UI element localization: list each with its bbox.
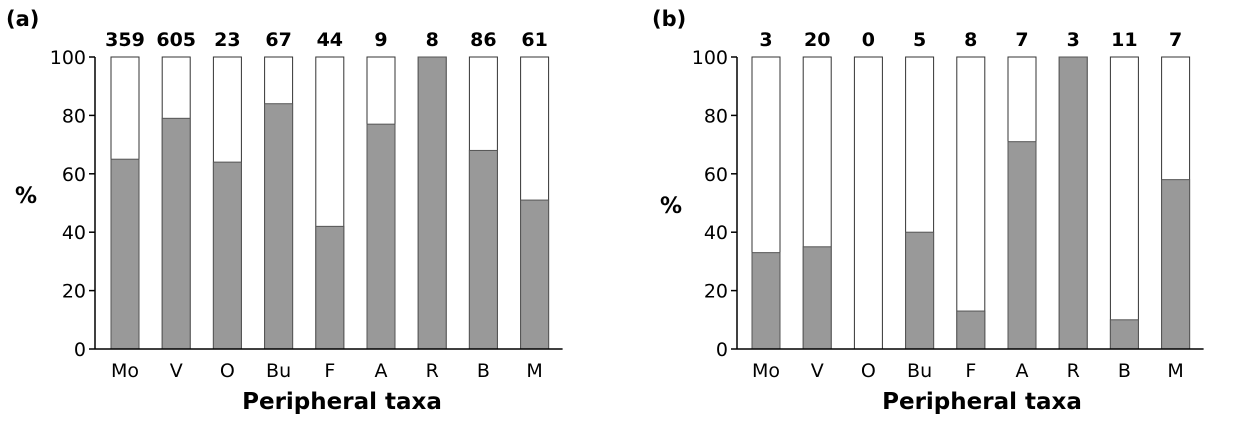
x-tick-label: B bbox=[477, 360, 490, 382]
count-label: 605 bbox=[156, 29, 196, 51]
x-tick-label: A bbox=[1016, 360, 1029, 382]
count-label: 7 bbox=[1015, 29, 1028, 51]
count-label: 9 bbox=[374, 29, 387, 51]
y-tick-label: 60 bbox=[62, 164, 86, 186]
panel-label: (b) bbox=[652, 7, 686, 31]
bar bbox=[417, 56, 447, 350]
bar bbox=[1007, 141, 1037, 350]
bar bbox=[1161, 179, 1191, 350]
bar bbox=[161, 117, 191, 350]
count-label: 7 bbox=[1169, 29, 1182, 51]
count-label: 44 bbox=[317, 29, 343, 51]
y-tick-label: 100 bbox=[50, 47, 86, 69]
count-label: 359 bbox=[105, 29, 145, 51]
count-label: 5 bbox=[913, 29, 926, 51]
count-label: 0 bbox=[862, 29, 875, 51]
x-tick-label: R bbox=[426, 360, 439, 382]
x-tick-label: F bbox=[965, 360, 976, 382]
x-tick-label: O bbox=[220, 360, 235, 382]
x-tick-label: Mo bbox=[111, 360, 139, 382]
x-tick-label: M bbox=[526, 360, 542, 382]
y-tick-label: 40 bbox=[704, 222, 728, 244]
bar-frame bbox=[1109, 56, 1139, 350]
y-axis-label: % bbox=[660, 194, 682, 219]
y-tick-label: 80 bbox=[704, 105, 728, 127]
x-tick-label: F bbox=[324, 360, 335, 382]
x-tick-label: Mo bbox=[752, 360, 780, 382]
x-tick-label: R bbox=[1067, 360, 1080, 382]
count-label: 11 bbox=[1111, 29, 1137, 51]
count-label: 8 bbox=[426, 29, 439, 51]
x-tick-label: M bbox=[1167, 360, 1183, 382]
x-tick-label: O bbox=[861, 360, 876, 382]
bar bbox=[905, 231, 935, 350]
y-tick-label: 0 bbox=[716, 339, 728, 361]
y-axis-label: % bbox=[15, 184, 37, 209]
bar bbox=[802, 246, 832, 350]
count-label: 8 bbox=[964, 29, 977, 51]
bar bbox=[315, 225, 345, 350]
y-tick-label: 20 bbox=[704, 281, 728, 303]
bar-frame bbox=[956, 56, 986, 350]
x-tick-label: B bbox=[1118, 360, 1131, 382]
bar bbox=[751, 252, 781, 350]
x-tick-label: V bbox=[811, 360, 824, 382]
bar bbox=[366, 123, 396, 350]
bar-frame bbox=[853, 56, 883, 350]
bar bbox=[212, 161, 242, 350]
x-tick-label: Bu bbox=[907, 360, 932, 382]
y-tick-label: 100 bbox=[692, 47, 728, 69]
x-tick-label: V bbox=[170, 360, 183, 382]
count-label: 61 bbox=[521, 29, 547, 51]
panel-label: (a) bbox=[6, 7, 39, 31]
count-label: 23 bbox=[214, 29, 240, 51]
y-tick-label: 80 bbox=[62, 105, 86, 127]
count-label: 67 bbox=[265, 29, 291, 51]
x-tick-label: A bbox=[375, 360, 388, 382]
x-axis-label: Peripheral taxa bbox=[882, 389, 1082, 415]
y-tick-label: 60 bbox=[704, 164, 728, 186]
count-label: 3 bbox=[1067, 29, 1080, 51]
bar bbox=[1109, 319, 1139, 350]
x-tick-label: Bu bbox=[266, 360, 291, 382]
bar bbox=[110, 158, 140, 350]
y-tick-label: 40 bbox=[62, 222, 86, 244]
y-tick-label: 0 bbox=[74, 339, 86, 361]
bar bbox=[1058, 56, 1088, 350]
bar bbox=[468, 149, 498, 350]
y-tick-label: 20 bbox=[62, 281, 86, 303]
count-label: 3 bbox=[759, 29, 772, 51]
x-axis-label: Peripheral taxa bbox=[242, 389, 442, 415]
count-label: 86 bbox=[470, 29, 496, 51]
count-label: 20 bbox=[804, 29, 830, 51]
bar bbox=[520, 199, 550, 350]
bar bbox=[956, 310, 986, 350]
bar bbox=[264, 103, 294, 350]
